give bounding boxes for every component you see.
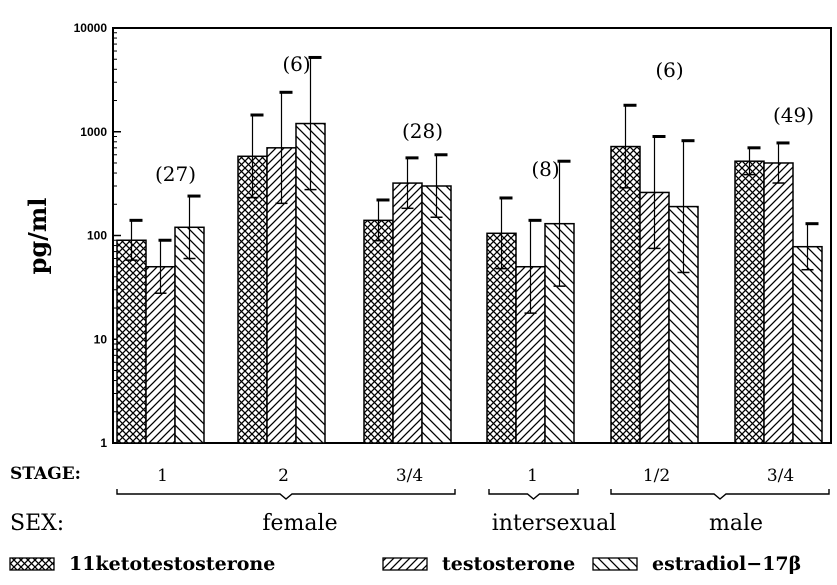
bar: [792, 245, 823, 444]
legend-swatch: [9, 557, 55, 571]
stage-label: 1: [527, 466, 538, 486]
bar: [392, 182, 423, 444]
sample-size-label: (28): [402, 119, 443, 143]
legend-label: estradiol−17β: [652, 553, 801, 575]
legend-swatch: [592, 557, 638, 571]
legend-swatch: [382, 557, 428, 571]
bar: [116, 239, 147, 444]
sex-label: female: [262, 511, 337, 536]
y-tick-label: 10000: [74, 21, 108, 35]
bar: [610, 145, 641, 444]
bar: [363, 219, 394, 444]
bar: [237, 155, 268, 444]
group-bracket: [488, 489, 579, 500]
bars-layer: [116, 122, 823, 444]
y-tick-label: 1000: [80, 125, 107, 139]
sample-size-labels: (27) (6) (28) (8) (6) (49): [155, 52, 814, 186]
stage-label: 3/4: [396, 466, 423, 486]
sex-label: male: [709, 511, 763, 536]
stage-label: 3/4: [767, 466, 794, 486]
x-axis-labels: 1 2 3/4 1 1/2 3/4 female intersexual male: [116, 466, 830, 536]
legend: 11ketotestosterone testosterone estradiol−…: [9, 553, 801, 575]
sample-size-label: (27): [155, 162, 196, 186]
error-bars-layer: [125, 55, 819, 314]
group-bracket: [116, 489, 456, 500]
y-tick-label: 1: [100, 436, 107, 450]
sex-row-title: SEX:: [10, 511, 64, 536]
stage-row-title: STAGE:: [10, 464, 81, 484]
stage-label: 1/2: [643, 466, 670, 486]
sample-size-label: (8): [531, 157, 559, 181]
y-tick-label: 10: [94, 332, 108, 346]
sample-size-label: (6): [655, 58, 683, 82]
bar: [174, 226, 205, 444]
plot-frame: [112, 27, 832, 444]
group-bracket: [610, 489, 830, 500]
y-axis-label: pg/ml: [23, 198, 52, 275]
legend-label: 11ketotestosterone: [69, 553, 275, 575]
bar: [763, 162, 794, 444]
y-axis-ticks: 1 10 100 1000 10000: [74, 21, 121, 450]
stage-label: 2: [278, 466, 289, 486]
sex-label: intersexual: [492, 511, 617, 536]
bar: [734, 160, 765, 444]
sample-size-label: (6): [282, 52, 310, 76]
stage-label: 1: [157, 466, 168, 486]
legend-label: testosterone: [442, 553, 575, 575]
bar: [421, 185, 452, 444]
y-tick-label: 100: [87, 229, 107, 243]
sample-size-label: (49): [773, 103, 814, 127]
